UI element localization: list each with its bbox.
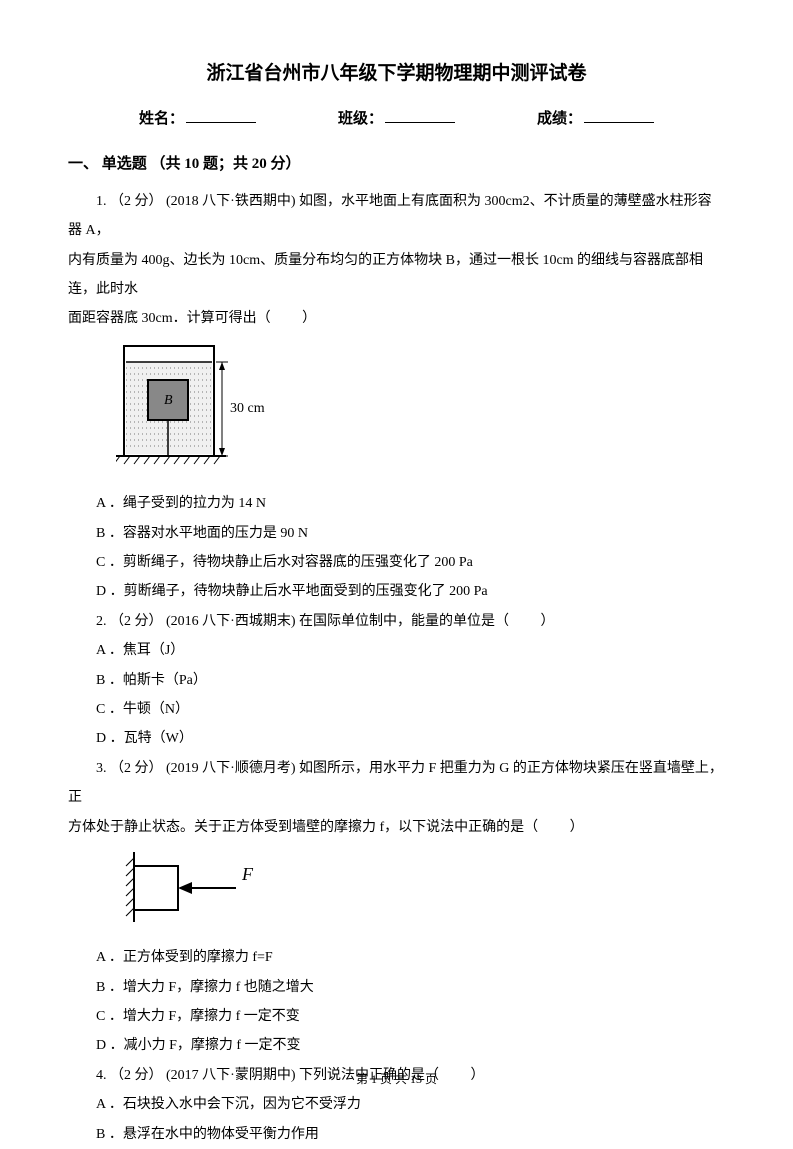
- q2-option-a: A ．焦耳（J）: [68, 636, 725, 665]
- score-blank: [584, 122, 654, 123]
- q1-figure-label-30cm: 30 cm: [230, 401, 265, 416]
- q2-option-c: C ．牛顿（N）: [68, 695, 725, 724]
- q4-option-b: B ．悬浮在水中的物体受平衡力作用: [68, 1120, 725, 1149]
- class-blank: [385, 122, 455, 123]
- q3-stem-line2: 方体处于静止状态。关于正方体受到墙壁的摩擦力 f，以下说法中正确的是（ ）: [68, 813, 725, 842]
- q3-option-c: C ．增大力 F，摩擦力 f 一定不变: [68, 1002, 725, 1031]
- q1-option-b: B ．容器对水平地面的压力是 90 N: [68, 519, 725, 548]
- score-label: 成绩：: [537, 104, 582, 136]
- q3-figure-label-f: F: [241, 864, 254, 884]
- q3-option-b: B ．增大力 F，摩擦力 f 也随之增大: [68, 973, 725, 1002]
- q3-option-a: A ．正方体受到的摩擦力 f=F: [68, 943, 725, 972]
- footer-suffix: 页: [422, 1072, 437, 1086]
- q3-option-d: D ．减小力 F，摩擦力 f 一定不变: [68, 1031, 725, 1060]
- q1-option-a: A ．绳子受到的拉力为 14 N: [68, 489, 725, 518]
- score-field: 成绩：: [537, 104, 654, 136]
- q2-stem: 2. （2 分） (2016 八下·西城期末) 在国际单位制中，能量的单位是（ …: [68, 607, 725, 636]
- q3-stem-line1: 3. （2 分） (2019 八下·顺德月考) 如图所示，用水平力 F 把重力为…: [68, 754, 725, 813]
- q1-figure: B 30 cm: [116, 340, 725, 483]
- page-title: 浙江省台州市八年级下学期物理期中测评试卷: [68, 54, 725, 94]
- svg-text:B: B: [164, 393, 173, 408]
- name-label: 姓名：: [139, 104, 184, 136]
- footer-mid: 页 共: [377, 1072, 410, 1086]
- name-blank: [186, 122, 256, 123]
- q1-option-d: D ．剪断绳子，待物块静止后水平地面受到的压强变化了 200 Pa: [68, 577, 725, 606]
- q1-stem-line3: 面距容器底 30cm．计算可得出（ ）: [68, 304, 725, 333]
- q1-stem-line1: 1. （2 分） (2018 八下·铁西期中) 如图，水平地面上有底面积为 30…: [68, 187, 725, 246]
- page-footer: 第 1 页 共 13 页: [0, 1067, 793, 1092]
- name-field: 姓名：: [139, 104, 256, 136]
- q2-option-d: D ．瓦特（W）: [68, 724, 725, 753]
- q2-option-b: B ．帕斯卡（Pa）: [68, 666, 725, 695]
- q4-option-a: A ．石块投入水中会下沉，因为它不受浮力: [68, 1090, 725, 1119]
- class-label: 班级：: [338, 104, 383, 136]
- q1-stem-line2: 内有质量为 400g、边长为 10cm、质量分布均匀的正方体物块 B，通过一根长…: [68, 246, 725, 305]
- q1-option-c: C ．剪断绳子，待物块静止后水对容器底的压强变化了 200 Pa: [68, 548, 725, 577]
- section-header: 一、 单选题 （共 10 题；共 20 分）: [68, 149, 725, 181]
- footer-total-page: 13: [410, 1072, 422, 1086]
- student-info-row: 姓名： 班级： 成绩：: [68, 104, 725, 136]
- q3-figure: F: [116, 848, 725, 937]
- footer-prefix: 第: [356, 1072, 371, 1086]
- class-field: 班级：: [338, 104, 455, 136]
